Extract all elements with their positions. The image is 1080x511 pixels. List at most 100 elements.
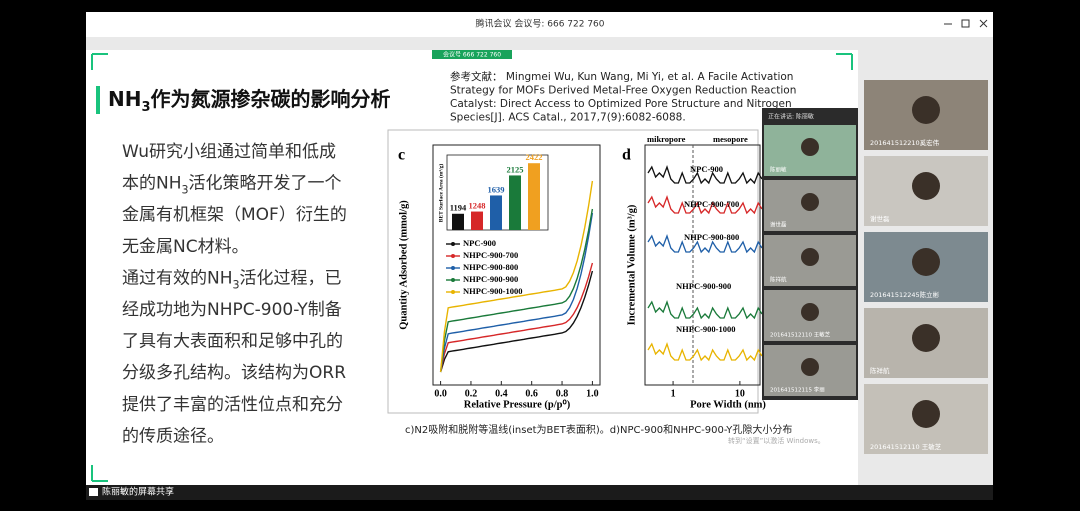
participant-head	[912, 96, 940, 124]
inset-value: 1248	[469, 201, 486, 211]
tile-name: 陈丽敏	[770, 166, 787, 174]
y-axis-label: Incremental Volume (m³/g)	[626, 204, 637, 325]
distribution-curve	[647, 342, 763, 362]
x-tick-label: 0.0	[434, 388, 447, 399]
text-segment: 通过有效的NH	[122, 268, 233, 288]
body-line: 分级多孔结构。该结构为ORR	[122, 363, 346, 383]
caption: c)N2吸附和脱附等温线(inset为BET表面积)。d)NPC-900和NHP…	[405, 423, 792, 436]
reference-line: 参考文献： Mingmei Wu, Kun Wang, Mi Yi, et al…	[450, 70, 793, 83]
inset-bar	[452, 213, 464, 230]
legend-marker	[451, 278, 455, 282]
panel-label: c	[398, 147, 405, 164]
legend-marker	[451, 266, 455, 270]
distribution-curve	[647, 195, 763, 215]
text-segment: 本的NH	[122, 174, 182, 194]
tile-name: 201641512245陈立彬	[870, 290, 940, 299]
participant-head	[912, 400, 940, 428]
inset-value: 1194	[450, 203, 467, 213]
x-tick-label: 1	[671, 388, 676, 399]
share-icon	[89, 488, 98, 496]
participant-head	[801, 138, 819, 156]
series-label: NHPC-900-700	[684, 199, 739, 209]
tile-name: 谢世磊	[870, 214, 890, 223]
distribution-curve	[647, 234, 763, 254]
legend-label: NPC-900	[463, 238, 496, 248]
x-tick-label: 1.0	[586, 388, 599, 399]
text-segment: 金属有机框架（MOF）衍生的	[122, 205, 347, 225]
body-line: 提供了丰富的活性位点和充分	[122, 395, 343, 415]
reference-line: Catalyst: Direct Access to Optimized Por…	[450, 98, 792, 110]
inset-value: 2125	[507, 164, 524, 174]
legend-label: NHPC-900-700	[463, 250, 518, 260]
distribution-curve	[647, 165, 763, 185]
series-label: NHPC-900-1000	[676, 324, 736, 334]
text-segment: 活化策略开发了一个	[189, 174, 342, 194]
inset-bar	[471, 211, 483, 230]
tile-name: 陈祥航	[770, 276, 787, 284]
text-segment: 3	[141, 100, 150, 115]
tile-name: 201641512110 王敏芝	[870, 442, 942, 451]
distribution-curve	[647, 300, 763, 320]
slide-title: NH3作为氮源掺杂碳的影响分析	[108, 87, 391, 116]
participant-head	[801, 358, 819, 376]
participant-head	[801, 303, 819, 321]
region-label: mesopore	[713, 134, 748, 144]
close-button[interactable]	[979, 19, 988, 28]
series-label: NPC-900	[690, 164, 723, 174]
text-segment: 3	[182, 183, 189, 196]
body-line: 本的NH3活化策略开发了一个	[122, 174, 342, 197]
meeting-badge: 会议号 666 722 760	[443, 51, 501, 59]
region-label: mikropore	[647, 134, 686, 144]
legend-label: NHPC-900-800	[463, 262, 518, 272]
participant-head	[912, 248, 940, 276]
text-segment: 3	[233, 278, 240, 291]
text-segment: 提供了丰富的活性位点和充分	[122, 395, 343, 415]
x-tick-label: 0.8	[556, 388, 569, 399]
legend-label: NHPC-900-900	[463, 274, 518, 284]
inset-value: 1639	[488, 184, 505, 194]
isotherm-curve	[439, 262, 594, 373]
axes-frame	[644, 144, 761, 386]
inset-bar	[490, 195, 502, 230]
x-axis-label: Pore Width (nm)	[690, 399, 766, 410]
title-bar	[86, 12, 993, 37]
tile-name: 谢世磊	[770, 221, 787, 229]
inset-value: 2422	[526, 152, 543, 162]
inset-y-label: BET Surface Area (m²/g)	[437, 164, 444, 223]
body-line: 经成功地为NHPC-900-Y制备	[122, 300, 342, 320]
x-axis-label: Relative Pressure (p/p⁰)	[464, 398, 571, 410]
slide-frame	[91, 53, 853, 482]
share-label: 陈丽敏的屏幕共享	[102, 486, 174, 498]
y-axis-label: Quantity Adsorbed (mmol/g)	[398, 200, 409, 330]
text-segment: 分级多孔结构。该结构为ORR	[122, 363, 346, 383]
series-label: NHPC-900-800	[684, 232, 739, 242]
isotherm-curve	[439, 212, 594, 373]
axes-frame	[432, 144, 601, 386]
participant-head	[801, 193, 819, 211]
isotherm-curve	[439, 208, 594, 373]
text-segment: 了具有大表面积和足够中孔的	[122, 332, 343, 352]
body-line: Wu研究小组通过简单和低成	[122, 142, 336, 162]
text-segment: Wu研究小组通过简单和低成	[122, 142, 336, 162]
body-line: 金属有机框架（MOF）衍生的	[122, 205, 347, 225]
tile-name: 陈祥航	[870, 366, 890, 375]
maximize-button[interactable]	[961, 19, 970, 28]
participant-head	[912, 172, 940, 200]
isotherm-curve	[439, 180, 594, 373]
x-tick-label: 10	[735, 388, 745, 399]
text-segment: 无金属NC材料。	[122, 237, 249, 257]
text-segment: NH	[108, 87, 141, 111]
participant-head	[912, 324, 940, 352]
text-segment: 的传质途径。	[122, 426, 224, 446]
inset-bar	[509, 175, 521, 230]
badge-bg	[432, 50, 512, 59]
body-line: 了具有大表面积和足够中孔的	[122, 332, 343, 352]
inset-bar	[528, 163, 540, 230]
speaking-label: 正在讲话: 陈丽敏	[768, 113, 814, 121]
participant-head	[801, 248, 819, 266]
status-bar	[86, 485, 993, 500]
text-segment: 经成功地为NHPC-900-Y制备	[122, 300, 342, 320]
x-tick-label: 0.2	[465, 388, 478, 399]
